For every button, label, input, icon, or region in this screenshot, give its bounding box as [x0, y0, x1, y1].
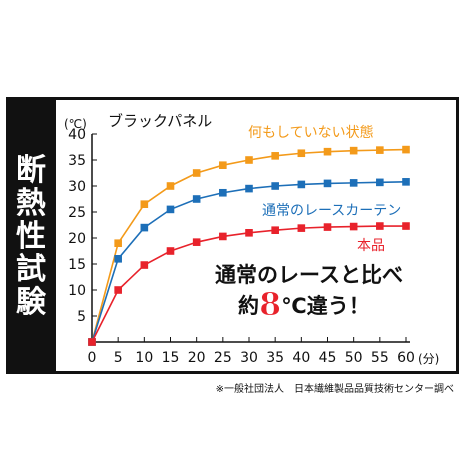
y-tick-label: 25 — [68, 205, 86, 221]
data-point — [402, 145, 410, 154]
data-point — [376, 222, 384, 230]
x-tick-label: 15 — [162, 350, 180, 366]
series-label-product: 本品 — [357, 238, 385, 254]
x-tick-label: 50 — [345, 350, 363, 366]
callout-prefix: 約 — [238, 294, 259, 318]
y-unit-label: (℃) — [64, 117, 87, 131]
data-point — [271, 182, 279, 190]
series-label-lace: 通常のレースカーテン — [262, 203, 401, 219]
data-point — [219, 188, 227, 197]
y-tick-label: 35 — [68, 153, 86, 169]
data-point — [323, 147, 332, 156]
data-point — [88, 338, 96, 346]
data-point — [166, 247, 175, 255]
y-tick-label: 40 — [68, 127, 86, 143]
data-point — [376, 178, 384, 187]
data-point — [192, 195, 201, 203]
callout-line2: 約8℃違う！ — [238, 285, 370, 323]
x-tick-label: 55 — [371, 350, 389, 366]
y-tick-label: 10 — [68, 283, 86, 299]
data-point — [349, 222, 358, 231]
callout-line1: 通常のレースと比べ — [215, 263, 403, 287]
data-point — [114, 255, 122, 263]
data-point — [271, 226, 279, 234]
data-point — [140, 200, 149, 208]
side-title-char: 験 — [16, 285, 47, 320]
data-point — [140, 223, 149, 232]
x-tick-label: 30 — [240, 350, 258, 366]
data-point — [297, 224, 306, 232]
axes — [91, 133, 410, 343]
x-tick-label: 20 — [188, 350, 206, 366]
callout-number: 8 — [259, 285, 281, 323]
data-point — [297, 180, 306, 189]
data-point — [402, 222, 410, 230]
x-tick-label: 5 — [114, 350, 123, 366]
data-point — [323, 179, 332, 188]
data-point — [245, 156, 253, 164]
data-point — [376, 146, 384, 154]
y-tick-label: 20 — [68, 231, 86, 247]
x-tick-label: 40 — [292, 350, 310, 366]
data-point — [245, 229, 253, 237]
x-tick-label: 25 — [214, 350, 232, 366]
data-point — [402, 178, 410, 186]
callout-suffix: ℃違う！ — [281, 294, 369, 318]
data-point — [192, 238, 201, 246]
data-point — [192, 169, 201, 177]
data-point — [166, 205, 175, 214]
x-tick-label: 10 — [135, 350, 153, 366]
data-point — [245, 184, 253, 193]
y-tick-label: 5 — [77, 309, 86, 325]
data-point — [114, 286, 122, 294]
x-tick-label: 0 — [88, 350, 97, 366]
side-title-char: 試 — [16, 252, 46, 287]
series-label-blackpanel: 何もしていない状態 — [248, 125, 374, 141]
x-tick-label: 45 — [319, 350, 337, 366]
data-point — [140, 261, 149, 269]
data-point — [323, 223, 332, 231]
data-point — [349, 146, 358, 155]
y-tick-label: 30 — [68, 179, 86, 195]
y-tick-label: 15 — [68, 257, 86, 273]
tick-labels: 0 5 10 15 20 25 30 35 40 45 50 55 60 5 10 15 20 25 30 35 40 — [68, 127, 415, 366]
series-layer — [88, 145, 410, 346]
x-tick-label: 60 — [397, 350, 415, 366]
data-point — [297, 149, 306, 158]
data-point — [166, 182, 175, 190]
data-point — [219, 232, 227, 241]
data-point — [271, 152, 279, 160]
footnote: ※一般社団法人 日本繊維製品品質技術センター調べ — [216, 382, 454, 395]
data-point — [219, 161, 227, 169]
side-title-char: 性 — [16, 219, 46, 254]
side-title-char: 熱 — [16, 186, 46, 221]
data-point — [114, 239, 122, 247]
data-point — [349, 179, 358, 187]
side-title-char: 断 — [16, 153, 46, 188]
x-unit-label: (分) — [418, 352, 439, 366]
x-tick-label: 35 — [266, 350, 284, 366]
chart-title: ブラックパネル — [108, 112, 212, 130]
